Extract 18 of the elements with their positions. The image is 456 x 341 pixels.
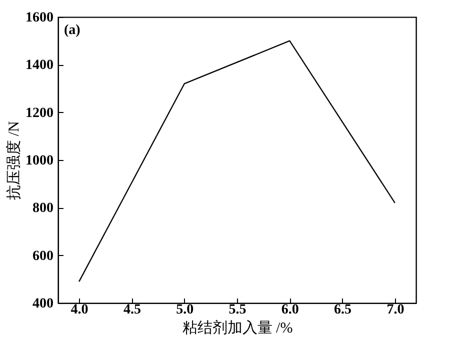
y-tick-label: 1600	[26, 10, 54, 26]
y-axis-title: 抗压强度 /N	[6, 120, 22, 200]
y-tick-label: 800	[32, 201, 54, 216]
annotation: (a)	[64, 23, 81, 38]
x-tick-label: 5.0	[176, 302, 194, 318]
x-tick-label: 6.5	[334, 302, 352, 318]
x-tick-label: 4.0	[70, 302, 88, 318]
y-tick-label: 600	[32, 248, 54, 264]
x-tick-label: 7.0	[386, 302, 404, 318]
y-tick-label: 1200	[26, 106, 54, 121]
y-tick-label: 1400	[26, 58, 54, 74]
y-tick-label: 1000	[26, 154, 54, 168]
x-tick-label: 4.5	[123, 302, 141, 318]
x-axis-title: 粘结剂加入量 /%	[182, 320, 293, 336]
y-tick-label: 400	[32, 296, 54, 312]
x-tick-label: 6.0	[281, 302, 299, 318]
line-series	[78, 40, 396, 282]
x-tick-label: 5.5	[228, 302, 246, 318]
